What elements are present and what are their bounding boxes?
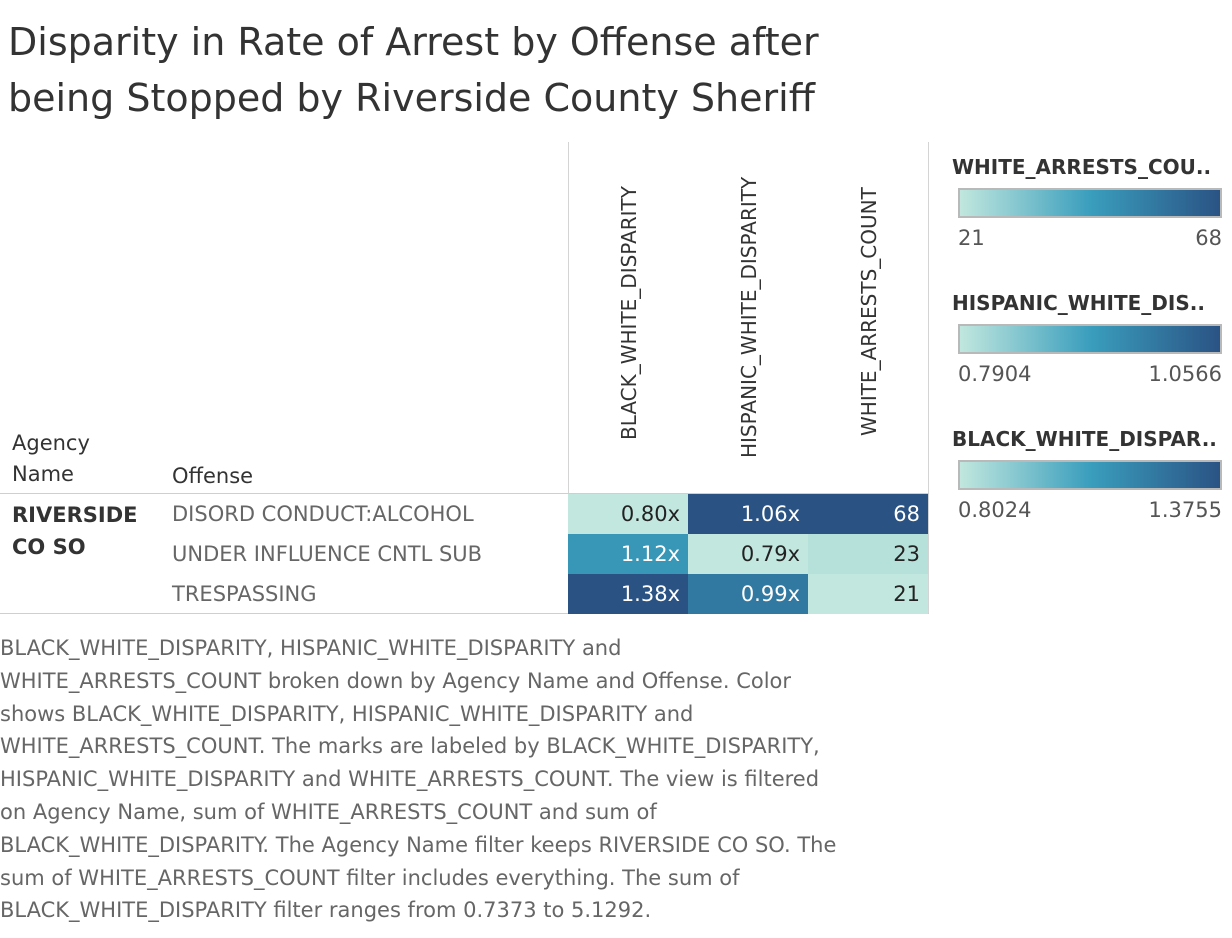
header-divider-horizontal <box>0 493 929 494</box>
heatmap-cell-hispanic-white-disparity[interactable]: 0.79x <box>688 534 808 574</box>
legend-title: WHITE_ARRESTS_COU.. <box>952 155 1212 179</box>
legend-range-labels: 0.8024 1.3755 <box>958 496 1222 524</box>
column-header-label: BLACK_WHITE_DISPARITY <box>617 186 641 440</box>
row-header-agency-line-2: Name <box>12 462 74 486</box>
heatmap-cell-white-arrests-count[interactable]: 68 <box>808 494 928 534</box>
offense-label: TRESPASSING <box>172 582 317 606</box>
legend-title: BLACK_WHITE_DISPAR.. <box>952 427 1217 451</box>
caption-line: BLACK_WHITE_DISPARITY, HISPANIC_WHITE_DI… <box>0 636 622 660</box>
agency-name-line-1: RIVERSIDE <box>12 503 138 527</box>
caption-line: sum of WHITE_ARRESTS_COUNT filter includ… <box>0 865 740 890</box>
table-right-divider <box>928 142 929 614</box>
column-header-label: HISPANIC_WHITE_DISPARITY <box>737 176 761 458</box>
heatmap-cell-black-white-disparity[interactable]: 1.38x <box>568 574 688 614</box>
heatmap-cell-white-arrests-count[interactable]: 23 <box>808 534 928 574</box>
heatmap-cell-black-white-disparity[interactable]: 0.80x <box>568 494 688 534</box>
row-header-agency-line-1: Agency <box>12 431 90 455</box>
legend-white-arrests-count[interactable]: WHITE_ARRESTS_COU.. 21 68 <box>952 154 1224 252</box>
caption-line: on Agency Name, sum of WHITE_ARRESTS_COU… <box>0 799 657 824</box>
legend-title: HISPANIC_WHITE_DIS.. <box>952 291 1205 315</box>
legend-min-label: 21 <box>958 226 985 250</box>
legend-min-label: 0.8024 <box>958 498 1032 522</box>
legend-color-ramp <box>958 460 1222 490</box>
legend-black-white-disparity[interactable]: BLACK_WHITE_DISPAR.. 0.8024 1.3755 <box>952 426 1224 524</box>
agency-name-line-2: CO SO <box>12 535 86 559</box>
caption-line: WHITE_ARRESTS_COUNT. The marks are label… <box>0 734 820 759</box>
legend-min-label: 0.7904 <box>958 362 1032 386</box>
heatmap-cell-white-arrests-count[interactable]: 21 <box>808 574 928 614</box>
agency-name-cell: RIVERSIDE CO SO <box>12 499 162 563</box>
legend-range-labels: 21 68 <box>958 224 1222 252</box>
caption-line: WHITE_ARRESTS_COUNT broken down by Agenc… <box>0 668 792 693</box>
column-header-label: WHITE_ARRESTS_COUNT <box>857 187 881 436</box>
chart-title: Disparity in Rate of Arrest by Offense a… <box>8 14 908 126</box>
offense-label: DISORD CONDUCT:ALCOHOL <box>172 502 474 526</box>
caption-line: BLACK_WHITE_DISPARITY. The Agency Name f… <box>0 832 837 857</box>
legend-hispanic-white-disparity[interactable]: HISPANIC_WHITE_DIS.. 0.7904 1.0566 <box>952 290 1224 388</box>
header-divider-vertical <box>568 142 569 494</box>
chart-title-line-2: being Stopped by Riverside County Sherif… <box>8 76 815 120</box>
chart-caption: BLACK_WHITE_DISPARITY, HISPANIC_WHITE_DI… <box>0 632 930 927</box>
offense-label: UNDER INFLUENCE CNTL SUB <box>172 542 483 566</box>
caption-line: BLACK_WHITE_DISPARITY filter ranges from… <box>0 898 652 923</box>
legend-max-label: 1.0566 <box>1148 362 1222 386</box>
heatmap-cell-black-white-disparity[interactable]: 1.12x <box>568 534 688 574</box>
caption-line: HISPANIC_WHITE_DISPARITY and WHITE_ARRES… <box>0 767 820 792</box>
legend-range-labels: 0.7904 1.0566 <box>958 360 1222 388</box>
heatmap-cell-hispanic-white-disparity[interactable]: 0.99x <box>688 574 808 614</box>
legend-color-ramp <box>958 188 1222 218</box>
chart-title-line-1: Disparity in Rate of Arrest by Offense a… <box>8 20 819 64</box>
legend-max-label: 68 <box>1195 226 1222 250</box>
row-header-offense: Offense <box>172 464 254 488</box>
caption-line: shows BLACK_WHITE_DISPARITY, HISPANIC_WH… <box>0 701 694 726</box>
legend-color-ramp <box>958 324 1222 354</box>
legend-max-label: 1.3755 <box>1148 498 1222 522</box>
row-header-agency-name: Agency Name <box>12 428 90 490</box>
heatmap-cell-hispanic-white-disparity[interactable]: 1.06x <box>688 494 808 534</box>
table-bottom-border <box>0 613 929 614</box>
